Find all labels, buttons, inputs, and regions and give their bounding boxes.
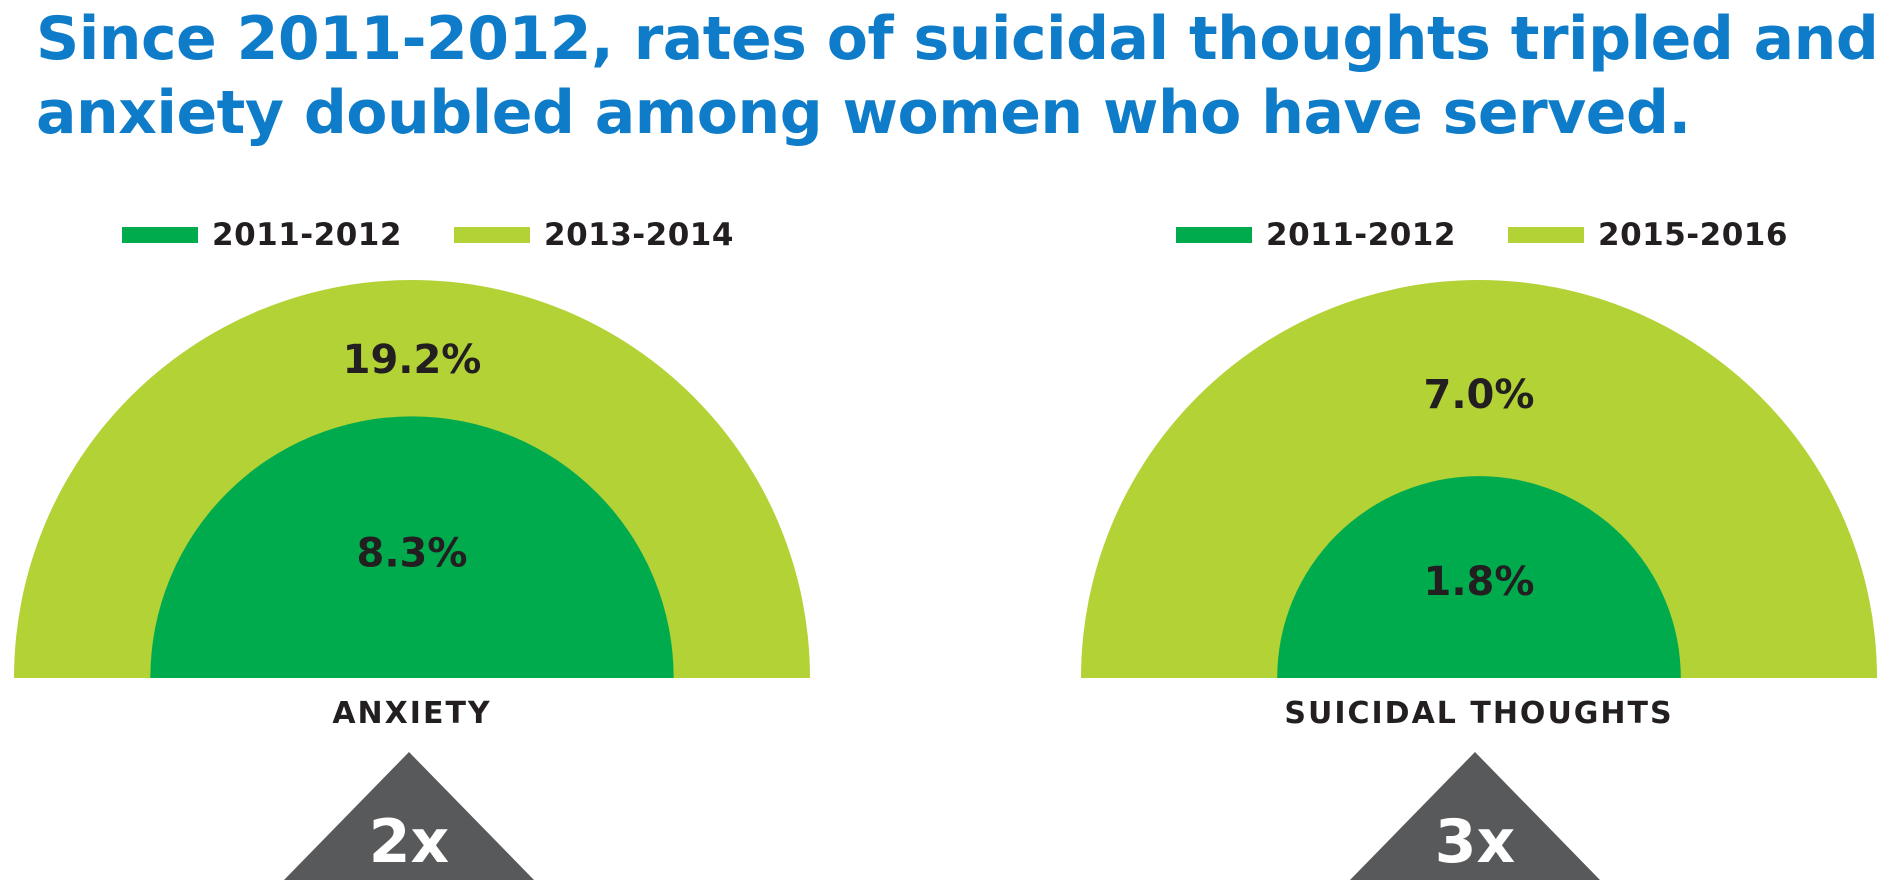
headline-line-1: Since 2011-2012, rates of suicidal thoug… [36, 4, 1879, 74]
metric-label: ANXIETY [332, 696, 492, 731]
anxiety-panel: 2011-2012 2013-2014 19.2% 8.3% ANXIETY 2… [12, 0, 812, 896]
suicidal-thoughts-panel: 2011-2012 2015-2016 7.0% 1.8% SUICIDAL T… [1079, 0, 1879, 896]
inner-semicircle [150, 416, 674, 678]
legend-swatch-earlier [122, 227, 198, 243]
inner-semicircle [1277, 476, 1681, 678]
legend-label-later: 2013-2014 [544, 217, 734, 253]
legend-swatch-later [1508, 227, 1584, 243]
triangle-badge-shape [1350, 752, 1600, 880]
legend-swatch-later [454, 227, 530, 243]
legend-item-earlier: 2011-2012 [122, 216, 402, 254]
metric-label: SUICIDAL THOUGHTS [1284, 696, 1674, 731]
legend-item-earlier: 2011-2012 [1176, 216, 1456, 254]
multiplier-text: 3x [1435, 807, 1515, 877]
triangle-badge-shape [284, 752, 534, 880]
anxiety-semicircle-chart: 19.2% 8.3% [14, 280, 810, 678]
legend-label-earlier: 2011-2012 [1266, 217, 1456, 253]
legend-item-later: 2013-2014 [454, 216, 734, 254]
multiplier-text: 2x [369, 807, 449, 877]
legend-label-earlier: 2011-2012 [212, 217, 402, 253]
inner-value-label: 8.3% [357, 530, 468, 576]
chart-headline: Since 2011-2012, rates of suicidal thoug… [36, 2, 1879, 150]
legend-label-later: 2015-2016 [1598, 217, 1788, 253]
suicidal-thoughts-semicircle-chart: 7.0% 1.8% [1081, 280, 1877, 678]
headline-line-2: anxiety doubled among women who have ser… [36, 78, 1691, 148]
outer-value-label: 7.0% [1424, 372, 1535, 418]
outer-value-label: 19.2% [343, 337, 482, 383]
legend-swatch-earlier [1176, 227, 1252, 243]
multiplier-badge: 2x [284, 752, 534, 880]
legend-item-later: 2015-2016 [1508, 216, 1788, 254]
multiplier-badge: 3x [1350, 752, 1600, 880]
inner-value-label: 1.8% [1424, 559, 1535, 605]
